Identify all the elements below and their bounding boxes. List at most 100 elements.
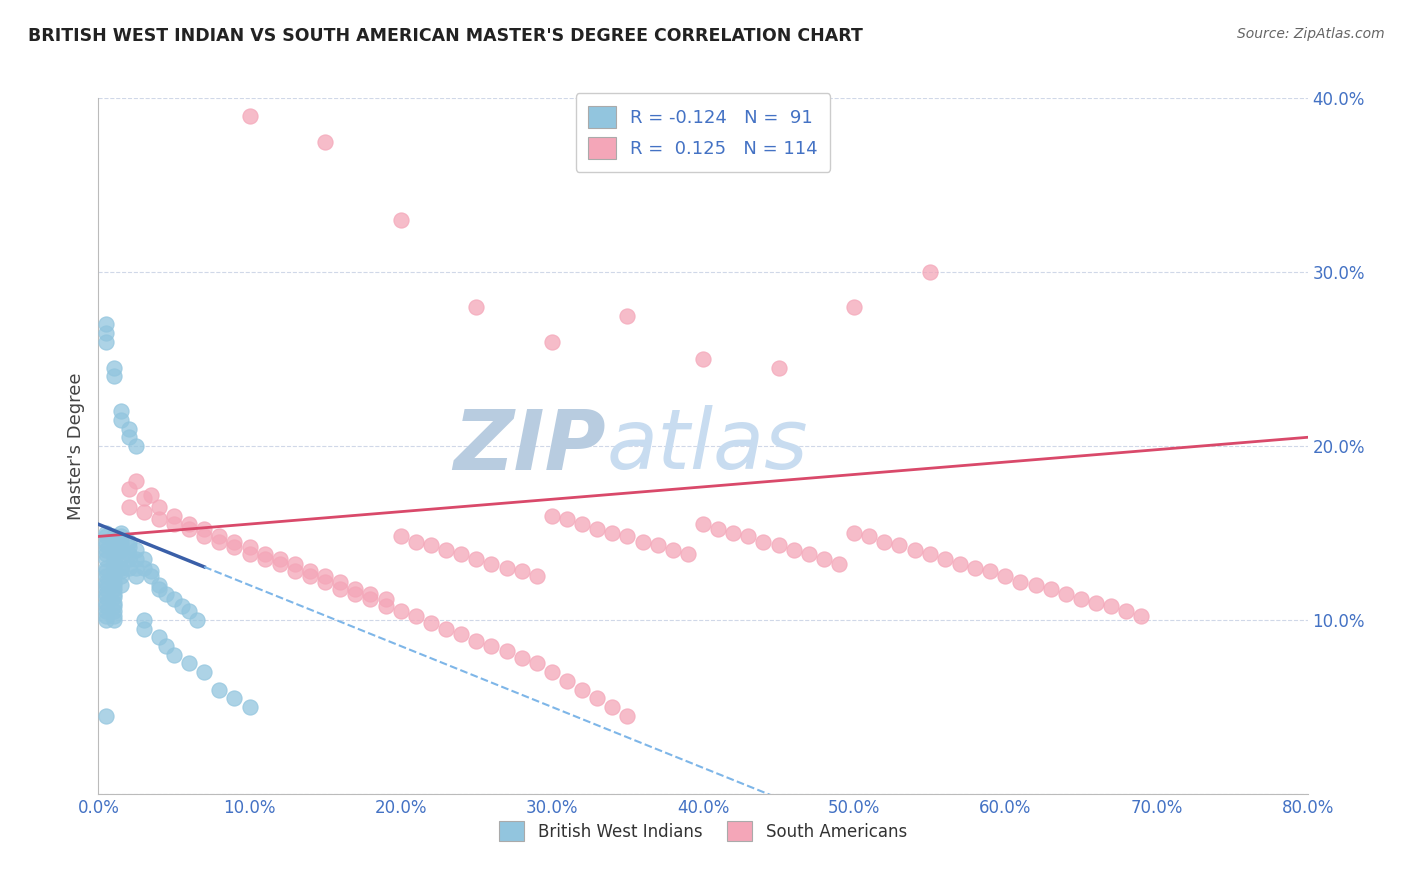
Point [132, 613, 155, 627]
Point [193, 523, 215, 537]
Point [94, 543, 117, 558]
Point [465, 633, 488, 648]
Point [103, 578, 125, 592]
Point [103, 609, 125, 624]
Point [118, 552, 141, 566]
Point [555, 673, 578, 688]
Point [179, 523, 201, 537]
Point [118, 422, 141, 436]
Point [389, 529, 412, 543]
Point [616, 529, 638, 543]
Point [170, 599, 193, 613]
Point [344, 587, 367, 601]
Point [141, 488, 163, 502]
Point [148, 582, 170, 596]
Point [132, 622, 155, 636]
Point [186, 613, 208, 627]
Point [148, 630, 170, 644]
Point [103, 596, 125, 610]
Point [314, 574, 336, 589]
Point [858, 529, 880, 543]
Point [132, 561, 155, 575]
Point [103, 543, 125, 558]
Point [94, 599, 117, 613]
Point [405, 534, 427, 549]
Point [125, 543, 148, 558]
Point [949, 558, 972, 572]
Point [495, 561, 517, 575]
Point [110, 552, 132, 566]
Point [208, 529, 231, 543]
Point [1024, 578, 1046, 592]
Point [239, 547, 262, 561]
Point [94, 529, 117, 543]
Point [344, 582, 367, 596]
Legend: British West Indians, South Americans: British West Indians, South Americans [492, 814, 914, 848]
Point [965, 561, 987, 575]
Point [1130, 609, 1153, 624]
Point [125, 552, 148, 566]
Point [239, 540, 262, 554]
Point [631, 534, 654, 549]
Point [163, 517, 186, 532]
Point [103, 360, 125, 375]
Point [103, 574, 125, 589]
Point [94, 613, 117, 627]
Point [94, 587, 117, 601]
Point [110, 561, 132, 575]
Point [889, 538, 911, 552]
Point [118, 483, 141, 497]
Point [1115, 604, 1137, 618]
Point [118, 561, 141, 575]
Point [132, 491, 155, 505]
Point [94, 525, 117, 540]
Point [110, 543, 132, 558]
Point [103, 552, 125, 566]
Point [420, 616, 443, 631]
Point [844, 300, 866, 314]
Point [103, 534, 125, 549]
Point [94, 609, 117, 624]
Point [314, 569, 336, 583]
Point [616, 708, 638, 723]
Point [934, 552, 956, 566]
Point [253, 547, 276, 561]
Point [918, 547, 941, 561]
Point [94, 578, 117, 592]
Point [208, 682, 231, 697]
Point [389, 604, 412, 618]
Point [110, 529, 132, 543]
Point [269, 558, 291, 572]
Point [783, 543, 806, 558]
Point [94, 317, 117, 331]
Point [768, 360, 790, 375]
Point [1099, 599, 1122, 613]
Point [284, 564, 307, 578]
Point [103, 582, 125, 596]
Point [692, 517, 714, 532]
Point [94, 596, 117, 610]
Point [253, 552, 276, 566]
Point [813, 552, 835, 566]
Point [752, 534, 775, 549]
Text: Source: ZipAtlas.com: Source: ZipAtlas.com [1237, 27, 1385, 41]
Point [1085, 596, 1108, 610]
Point [540, 508, 562, 523]
Point [405, 609, 427, 624]
Point [94, 334, 117, 349]
Point [540, 665, 562, 680]
Point [904, 543, 927, 558]
Point [94, 569, 117, 583]
Point [1039, 582, 1062, 596]
Point [873, 534, 896, 549]
Point [193, 665, 215, 680]
Point [155, 639, 177, 653]
Point [602, 699, 624, 714]
Point [510, 564, 533, 578]
Point [103, 538, 125, 552]
Point [994, 569, 1017, 583]
Point [103, 599, 125, 613]
Point [374, 599, 396, 613]
Point [224, 534, 246, 549]
Point [1010, 574, 1032, 589]
